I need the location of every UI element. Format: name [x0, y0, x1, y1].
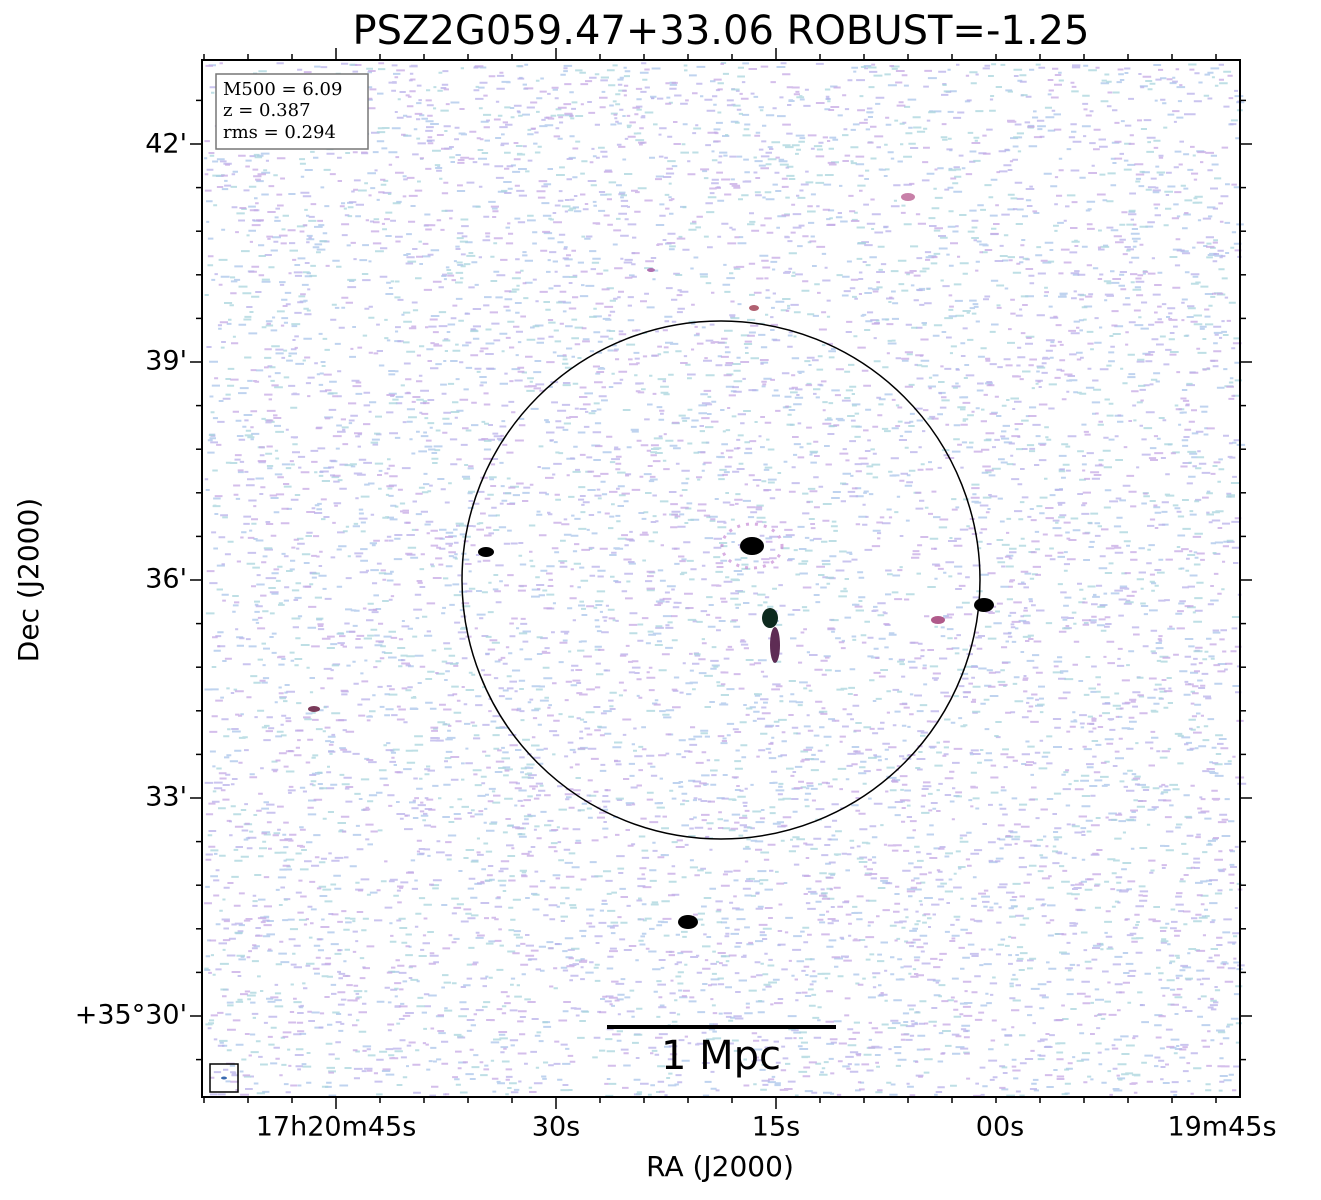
info-line: M500 = 6.09: [223, 79, 342, 100]
y-tick-label: 33': [145, 782, 187, 813]
y-axis-label: Dec (J2000): [12, 498, 45, 662]
y-tick-label: +35°30': [75, 1000, 187, 1031]
info-line: z = 0.387: [223, 100, 311, 121]
r500-circle: [461, 320, 981, 840]
info-box: M500 = 6.09 z = 0.387 rms = 0.294: [215, 73, 369, 150]
y-tick-label: 39': [145, 346, 187, 377]
info-line: rms = 0.294: [223, 122, 336, 143]
x-tick-label: 00s: [976, 1112, 1024, 1143]
sources: [308, 193, 994, 929]
plot-frame: [201, 59, 1241, 1098]
x-axis-label: RA (J2000): [646, 1150, 794, 1183]
info-box-frame: [215, 73, 369, 150]
x-tick-label: 15s: [752, 1112, 800, 1143]
beam: [221, 1076, 227, 1080]
x-tick-label: 19m45s: [1167, 1112, 1276, 1143]
x-tick-label: 17h20m45s: [256, 1112, 417, 1143]
ticks: [190, 48, 1252, 1109]
scale-bar-label: 1 Mpc: [661, 1033, 781, 1079]
y-tick-label: 42': [145, 129, 187, 160]
y-tick-label: 36': [145, 564, 187, 595]
image-background: [202, 60, 1240, 1097]
beam-box: [209, 1063, 239, 1093]
x-tick-label: 30s: [532, 1112, 580, 1143]
title: PSZ2G059.47+33.06 ROBUST=-1.25: [353, 8, 1090, 54]
